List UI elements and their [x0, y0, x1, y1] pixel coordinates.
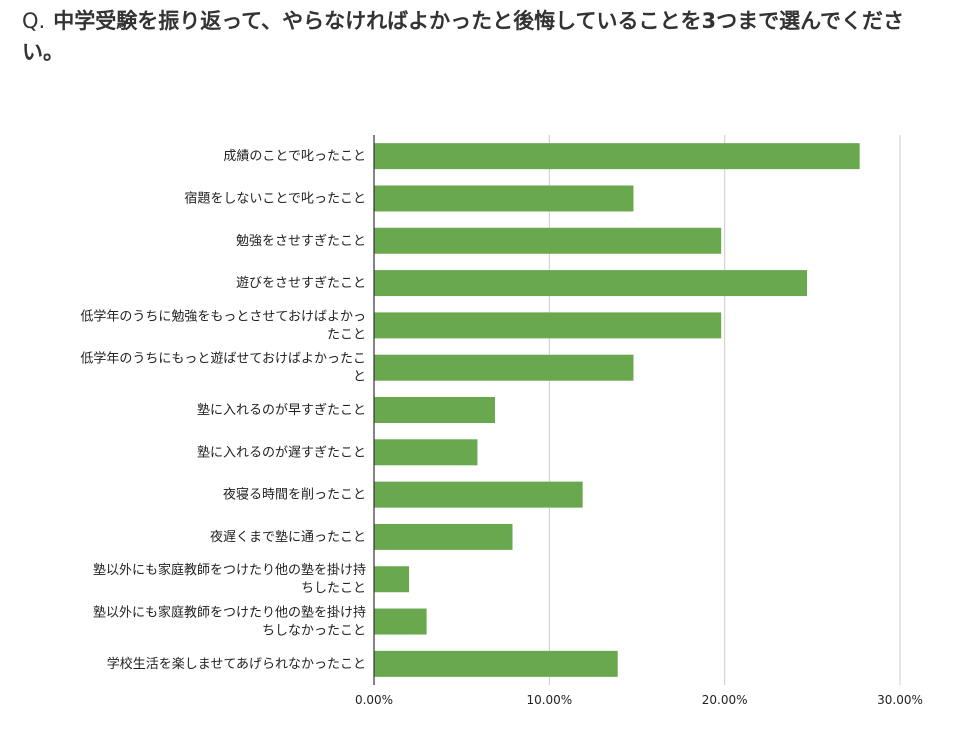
- category-label: 学校生活を楽しませてあげられなかったこと: [107, 655, 366, 671]
- bars: [374, 143, 860, 677]
- category-label-line: 塾以外にも家庭教師をつけたり他の塾を掛け持: [93, 604, 366, 620]
- x-tick-label: 10.00%: [526, 693, 572, 707]
- category-label: 夜遅くまで塾に通ったこと: [210, 528, 366, 544]
- category-label: 塾以外にも家庭教師をつけたり他の塾を掛け持ちしなかったこと: [93, 604, 366, 638]
- bar: [374, 354, 634, 381]
- bar: [374, 439, 478, 466]
- category-label-line: 宿題をしないことで叱ったこと: [184, 190, 366, 206]
- category-label: 低学年のうちにもっと遊ばせておけばよかったこと: [80, 350, 366, 384]
- bar: [374, 481, 583, 508]
- category-label-line: 勉強をさせすぎたこと: [236, 233, 366, 248]
- category-label-line: 学校生活を楽しませてあげられなかったこと: [107, 655, 366, 671]
- category-label-line: 成績のことで叱ったこと: [223, 149, 366, 164]
- category-label: 勉強をさせすぎたこと: [236, 233, 366, 248]
- category-label-line: ちしたこと: [301, 581, 366, 596]
- category-label-line: 塾に入れるのが早すぎたこと: [197, 402, 366, 418]
- category-label: 成績のことで叱ったこと: [223, 149, 366, 164]
- bar: [374, 143, 860, 170]
- question-prefix: Q.: [22, 9, 46, 33]
- grid-lines: [548, 135, 901, 685]
- category-label-line: 遊びをさせすぎたこと: [236, 276, 366, 291]
- category-label-line: と: [353, 369, 366, 384]
- bar: [374, 397, 495, 423]
- category-label: 塾に入れるのが早すぎたこと: [197, 402, 366, 418]
- bar: [374, 312, 722, 339]
- bar: [374, 608, 427, 635]
- x-tick-label: 0.00%: [355, 693, 393, 707]
- category-label-line: たこと: [327, 327, 366, 342]
- category-labels: 成績のことで叱ったこと宿題をしないことで叱ったこと勉強をさせすぎたこと遊びをさせ…: [80, 149, 366, 672]
- x-tick-label: 30.00%: [877, 693, 923, 707]
- bar: [374, 270, 808, 297]
- category-label-line: 低学年のうちに勉強をもっとさせておけばよかっ: [80, 308, 366, 324]
- category-label-line: ちしなかったこと: [262, 623, 366, 638]
- category-label: 夜寝る時間を削ったこと: [223, 486, 366, 502]
- question-text: 中学受験を振り返って、やらなければよかったと後悔していることを3つまで選んでくだ…: [22, 9, 905, 64]
- category-label: 塾に入れるのが遅すぎたこと: [197, 444, 366, 460]
- category-label-line: 塾以外にも家庭教師をつけたり他の塾を掛け持: [93, 562, 366, 578]
- bar: [374, 227, 722, 254]
- bar: [374, 650, 618, 677]
- category-label: 低学年のうちに勉強をもっとさせておけばよかったこと: [80, 308, 366, 342]
- category-label-line: 塾に入れるのが遅すぎたこと: [197, 444, 366, 460]
- category-label-line: 低学年のうちにもっと遊ばせておけばよかったこ: [80, 350, 366, 366]
- question-title: Q. 中学受験を振り返って、やらなければよかったと後悔していることを3つまで選んで…: [22, 6, 932, 68]
- x-tick-labels: 0.00% 10.00% 20.00% 30.00%: [355, 693, 923, 707]
- bar: [374, 566, 410, 593]
- category-label: 宿題をしないことで叱ったこと: [184, 190, 366, 206]
- category-label-line: 夜遅くまで塾に通ったこと: [210, 528, 366, 544]
- bar: [374, 185, 634, 212]
- category-label-line: 夜寝る時間を削ったこと: [223, 486, 366, 502]
- category-label: 遊びをさせすぎたこと: [236, 276, 366, 291]
- bar: [374, 523, 513, 550]
- x-tick-label: 20.00%: [702, 693, 748, 707]
- category-label: 塾以外にも家庭教師をつけたり他の塾を掛け持ちしたこと: [93, 562, 366, 596]
